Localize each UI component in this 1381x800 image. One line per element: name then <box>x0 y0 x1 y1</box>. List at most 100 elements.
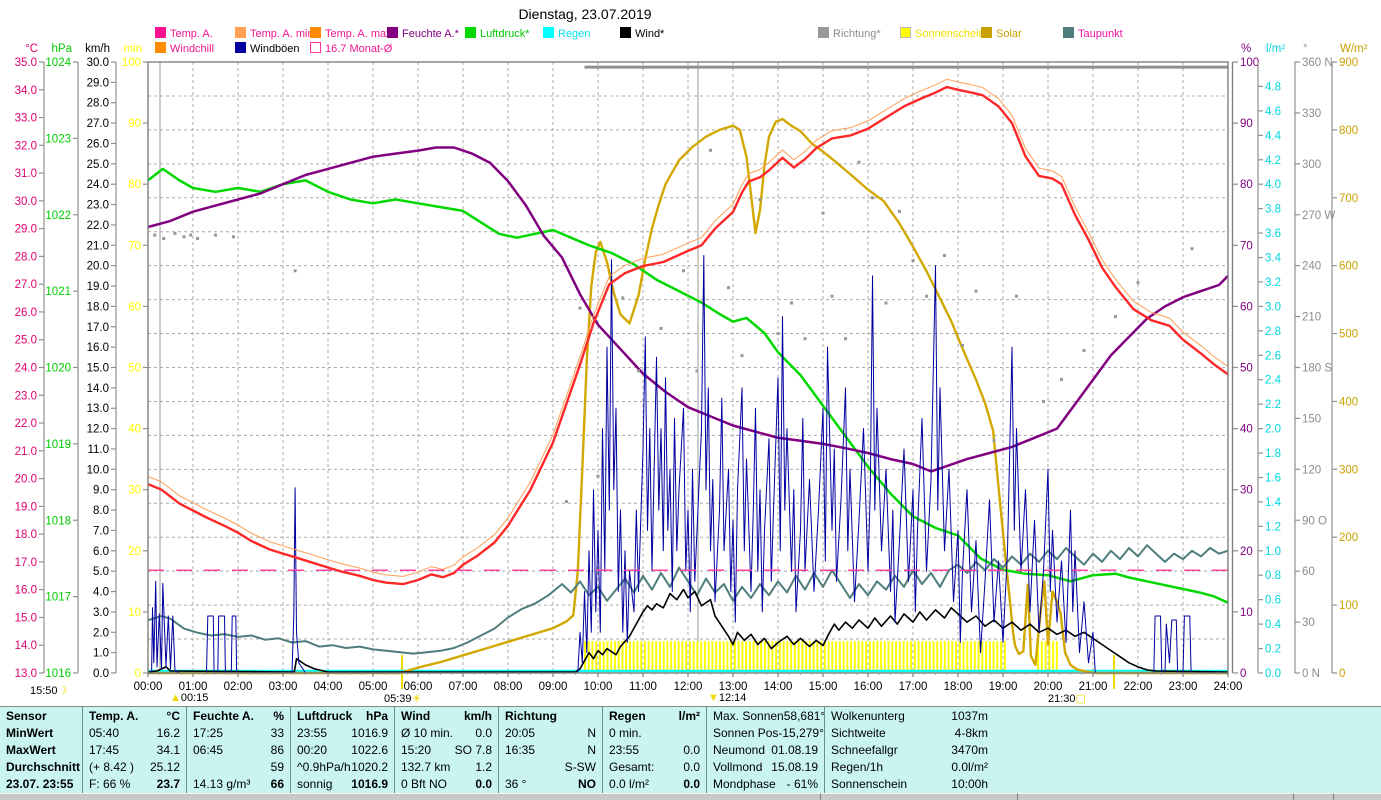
axis-tick-label: 700 <box>1339 193 1358 205</box>
axis-tick-label: 28.0 <box>87 98 109 110</box>
axis-tick-label: 26.0 <box>15 307 37 319</box>
legend-swatch-icon <box>900 27 911 38</box>
legend-label: Windböen <box>250 43 300 55</box>
x-axis-label: 09:00 <box>539 681 568 693</box>
axis-tick-label: 5.0 <box>93 566 109 578</box>
direction-dot <box>196 237 199 241</box>
legend-item-regen[interactable]: Regen <box>543 27 590 40</box>
info-value: 58,681° <box>783 709 826 723</box>
cell-value: N <box>587 726 596 740</box>
axis-tick-label: 80 <box>1240 179 1253 191</box>
info-label: Vollmond <box>713 760 763 774</box>
cell-info: 0 Bft NO <box>401 777 448 791</box>
legend-label: 16.7 Monat-Ø <box>325 43 393 55</box>
legend-item-richtung-[interactable]: Richtung* <box>818 27 881 40</box>
direction-dot <box>974 289 978 293</box>
legend-item-wind-[interactable]: Wind* <box>620 27 664 40</box>
legend-item-taupunkt[interactable]: Taupunkt <box>1063 27 1123 40</box>
info-row: Regen/1h 0.0l/m² <box>831 759 988 776</box>
axis-tick-label: 4.0 <box>1265 179 1281 191</box>
direction-dot <box>1136 281 1140 285</box>
legend-item-16-7-monat-[interactable]: 16.7 Monat-Ø <box>310 42 393 55</box>
x-axis-label: 11:00 <box>629 681 657 693</box>
legend-item-temp-a-max[interactable]: Temp. A. max <box>310 27 392 40</box>
series-temp <box>147 85 1229 586</box>
axis-tick-label: 30 <box>1240 485 1253 497</box>
table-col-luftdruck: Luftdruck hPa 23:55 1016.9 00:20 1022.6 ^0.9hP… <box>290 707 394 795</box>
axis-tick-label: 120 <box>1302 464 1321 476</box>
axis-tick-label: 27.0 <box>87 118 109 130</box>
axis-tick-label: 3.0 <box>1265 301 1281 313</box>
series-solar <box>148 117 1228 675</box>
axis-tick-label: 4.8 <box>1265 81 1281 93</box>
axis-tick-label: 0.2 <box>1265 644 1281 656</box>
moon-icon: ☽ <box>57 685 68 697</box>
axis-unit-hPa: hPa <box>52 43 73 55</box>
astro-marker-square: 21:30▢ <box>1048 692 1086 705</box>
legend-label: Feuchte A.* <box>402 28 459 40</box>
cell-value: 0.0 <box>683 760 700 774</box>
legend-swatch-icon <box>155 42 166 53</box>
info-row: Schneefallgr 3470m <box>831 742 988 759</box>
axis-tick-label: 330 <box>1302 108 1321 120</box>
legend-item-windchill[interactable]: Windchill <box>155 42 214 55</box>
series-wind <box>147 588 1229 673</box>
axis-tick-label: 25.0 <box>87 159 109 171</box>
axis-tick-label: 600 <box>1339 261 1358 273</box>
legend-item-sonnenschein[interactable]: Sonnenschein <box>900 27 985 40</box>
table-cell-row: 59 <box>193 759 284 776</box>
direction-dot <box>898 209 901 213</box>
axis-tick-label: 15.0 <box>87 363 109 375</box>
row-label: MaxWert <box>6 743 56 757</box>
cell-value: 1016.9 <box>351 726 388 740</box>
axis-tick-label: 1022 <box>45 210 71 222</box>
axis-tick-label: 300 <box>1339 464 1358 476</box>
legend-item-luftdruck-[interactable]: Luftdruck* <box>465 27 530 40</box>
legend-item-feuchte-a-[interactable]: Feuchte A.* <box>387 27 459 40</box>
info-row: Sonnenschein 10:00h <box>831 776 988 793</box>
axis-tick-label: 18.0 <box>87 301 109 313</box>
astro-marker-time: 05:39 <box>384 693 412 705</box>
info-label: Max. Sonnen <box>713 709 784 723</box>
axis-tick-label: 300 <box>1302 159 1321 171</box>
direction-dot <box>992 438 996 442</box>
axis-tick-label: 3.8 <box>1265 204 1281 216</box>
axis-tick-label: 8.0 <box>93 505 109 517</box>
direction-dot <box>232 235 235 239</box>
legend-item-windb-en[interactable]: Windböen <box>235 42 300 55</box>
cell-value: 33 <box>270 726 284 740</box>
info-row: Sonnen Pos -15,279° <box>713 725 824 742</box>
x-axis-label: 19:00 <box>989 681 1018 693</box>
direction-dot <box>637 369 640 373</box>
row-label: Sensor <box>6 709 47 723</box>
table-info-col-1: Wolkenunterg 1037m Sichtweite 4-8km Schneefa… <box>824 707 994 795</box>
direction-dot <box>153 233 157 237</box>
cell-info: 132.7 km <box>401 760 451 774</box>
cell-value: 0.0 <box>683 743 700 757</box>
direction-dot <box>173 231 177 235</box>
legend-item-temp-a-[interactable]: Temp. A. <box>155 27 213 40</box>
axis-tick-label: 200 <box>1339 532 1358 544</box>
legend-item-temp-a-min[interactable]: Temp. A. min <box>235 27 314 40</box>
direction-dot <box>162 237 166 241</box>
axis-tick-label: 30.0 <box>87 57 109 69</box>
direction-dot <box>803 337 807 341</box>
axis-tick-label: 23.0 <box>87 200 109 212</box>
cell-value: 23.7 <box>156 777 180 791</box>
cell-info: Ø 10 min. <box>401 726 454 740</box>
legend-item-solar[interactable]: Solar <box>981 27 1022 40</box>
x-axis-label: 04:00 <box>314 681 343 693</box>
axis-tick-label: 240 <box>1302 261 1321 273</box>
axis-tick-label: 4.2 <box>1265 155 1281 167</box>
col-header: Richtung <box>505 709 557 723</box>
direction-dot <box>682 269 685 273</box>
x-axis-label: 15:00 <box>809 681 838 693</box>
info-label: Regen/1h <box>831 760 884 774</box>
x-axis-label: 16:00 <box>854 681 883 693</box>
info-value: - 61% <box>786 777 818 791</box>
direction-dot <box>776 332 780 336</box>
axis-tick-label: 1019 <box>45 439 71 451</box>
cell-value: 1022.6 <box>351 743 388 757</box>
cell-info: 0 min. <box>609 726 642 740</box>
direction-dot <box>709 148 712 152</box>
